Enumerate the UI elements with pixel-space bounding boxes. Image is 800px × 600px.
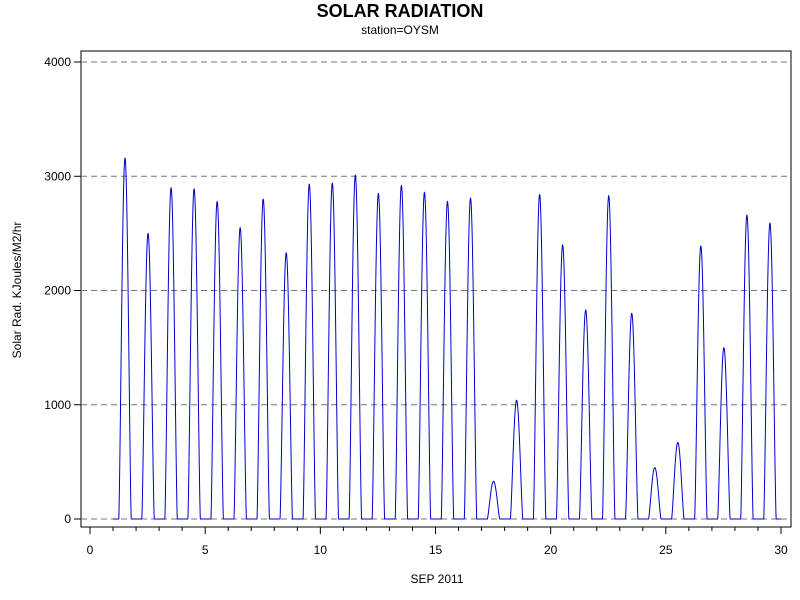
- plot-frame: [80, 50, 792, 528]
- y-tick-label: 2000: [44, 284, 71, 298]
- y-tick-label: 1000: [44, 398, 71, 412]
- x-axis-ticks: 0 5 10 15 20 25 30: [87, 527, 788, 557]
- x-tick-label: 20: [544, 543, 558, 557]
- x-tick-label: 30: [774, 543, 788, 557]
- y-tick-label: 0: [64, 512, 71, 526]
- x-tick-label: 25: [659, 543, 673, 557]
- series-group: [112, 157, 782, 520]
- x-tick-label: 5: [202, 543, 209, 557]
- x-tick-label: 10: [314, 543, 328, 557]
- y-axis-label: Solar Rad. KJoules/M2/hr: [10, 222, 24, 359]
- y-tick-label: 4000: [44, 55, 71, 69]
- x-axis-label: SEP 2011: [411, 572, 464, 586]
- x-tick-label: 0: [87, 543, 94, 557]
- series-line-solar-radiation: [112, 157, 782, 520]
- y-tick-label: 3000: [44, 169, 71, 183]
- grid-lines: [81, 61, 791, 520]
- y-axis-ticks: 0 1000 2000 3000 4000: [44, 55, 81, 526]
- chart-title: SOLAR RADIATION: [317, 1, 484, 21]
- x-tick-label: 15: [429, 543, 443, 557]
- chart-subtitle: station=OYSM: [361, 23, 439, 37]
